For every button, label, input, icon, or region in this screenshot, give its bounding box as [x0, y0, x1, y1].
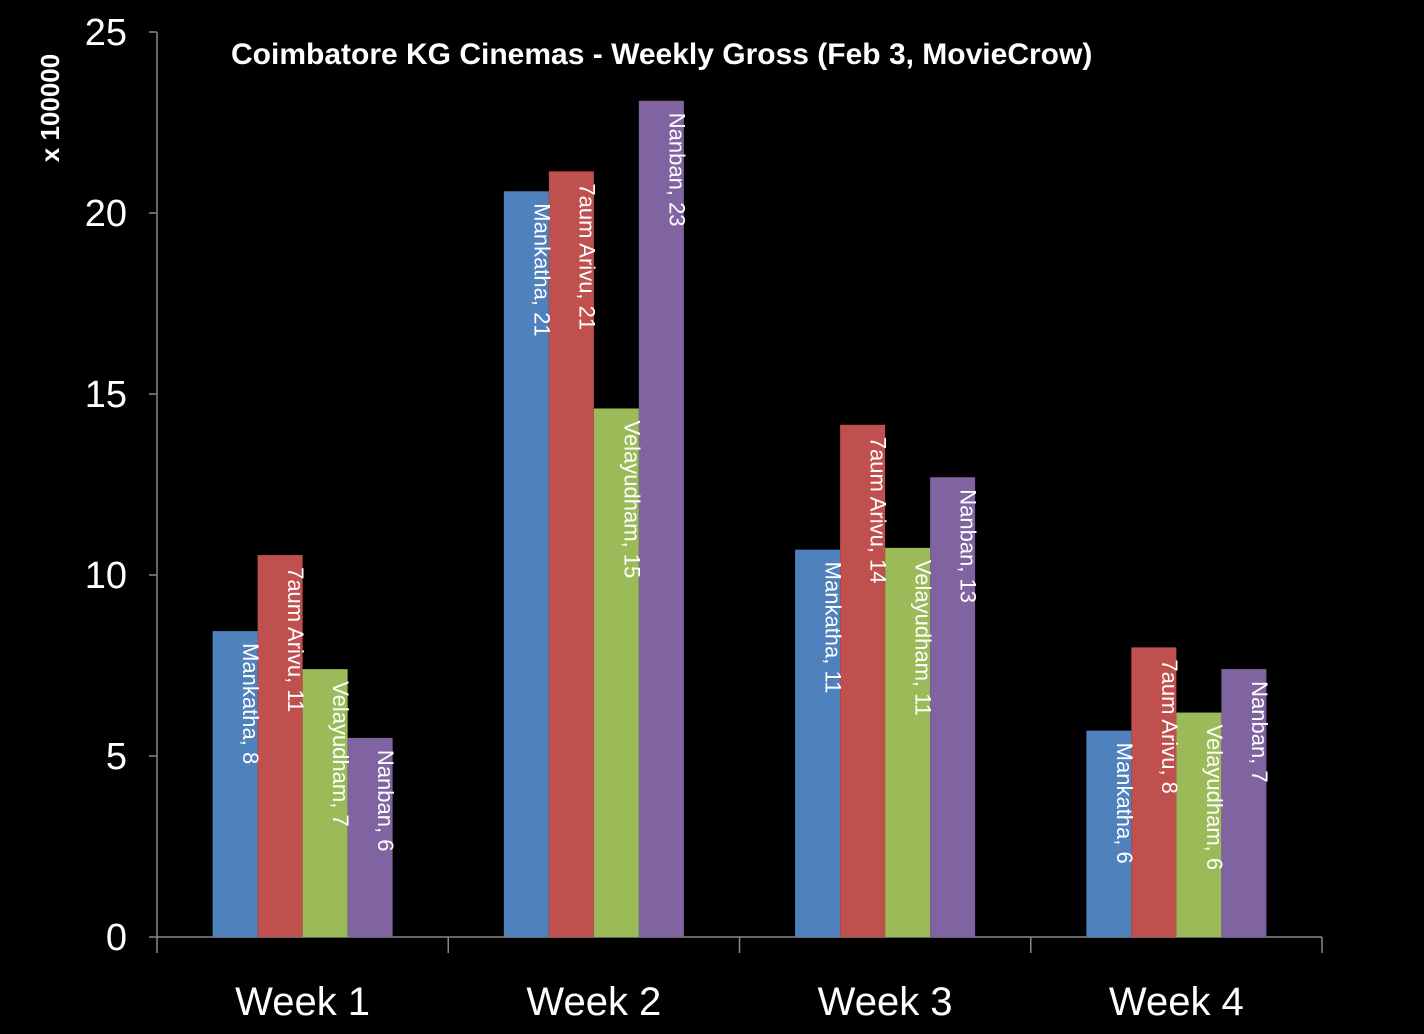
bar	[548, 171, 594, 937]
y-tick-label: 10	[85, 555, 127, 597]
bar	[1131, 647, 1177, 937]
x-category-label: Week 2	[526, 980, 661, 1024]
y-tick-label: 0	[106, 917, 127, 959]
bar	[347, 737, 393, 937]
bar	[1086, 730, 1132, 937]
bar	[638, 100, 684, 937]
bar-data-label: Nanban, 7	[1247, 681, 1272, 783]
x-ticks: Week 1 Week 2 Week 3 Week 4	[156, 937, 1323, 1024]
bar-data-label: Velayudham, 7	[328, 681, 353, 827]
bar-data-label: 7aum Arivu, 11	[283, 567, 308, 712]
bar	[885, 547, 931, 937]
bar	[302, 669, 348, 937]
bar	[212, 631, 258, 937]
bar-data-label: 7aum Arivu, 14	[866, 437, 891, 584]
bar	[257, 555, 303, 937]
bar-data-label: 7aum Arivu, 21	[574, 183, 599, 330]
bar-data-label: Mankatha, 6	[1112, 743, 1137, 864]
x-category-label: Week 4	[1109, 980, 1244, 1024]
bar-data-label: Nanban, 6	[373, 750, 398, 852]
y-tick-label: 5	[106, 736, 127, 778]
bar-labels: Mankatha, 8 7aum Arivu, 11 Velayudham, 7 Na…	[238, 113, 1272, 870]
y-axis-label: x 100000	[35, 54, 65, 162]
bar	[593, 408, 639, 938]
bar-data-label: Mankatha, 21	[529, 203, 554, 336]
y-ticks: 0 5 10 15 20 25	[85, 12, 157, 959]
bar-data-label: 7aum Arivu, 8	[1157, 659, 1182, 794]
bar	[1176, 712, 1222, 937]
bar	[840, 424, 886, 937]
bar-data-label: Mankatha, 11	[821, 562, 846, 694]
bar-data-label: Mankatha, 8	[238, 643, 263, 764]
bar	[795, 549, 841, 937]
bar	[930, 477, 976, 937]
bar-data-label: Nanban, 23	[664, 113, 689, 227]
y-tick-label: 20	[85, 193, 127, 235]
y-tick-label: 25	[85, 12, 127, 54]
x-category-label: Week 1	[235, 980, 370, 1024]
chart-title: Coimbatore KG Cinemas - Weekly Gross (Fe…	[231, 38, 1092, 71]
x-category-label: Week 3	[818, 980, 953, 1024]
y-tick-label: 15	[85, 374, 127, 416]
bars	[212, 100, 1267, 938]
bar	[503, 191, 549, 937]
bar	[1221, 669, 1267, 937]
bar-data-label: Velayudham, 11	[911, 560, 936, 716]
bar-data-label: Nanban, 13	[956, 489, 981, 603]
bar-data-label: Velayudham, 6	[1202, 725, 1227, 871]
bar-data-label: Velayudham, 15	[619, 420, 644, 578]
